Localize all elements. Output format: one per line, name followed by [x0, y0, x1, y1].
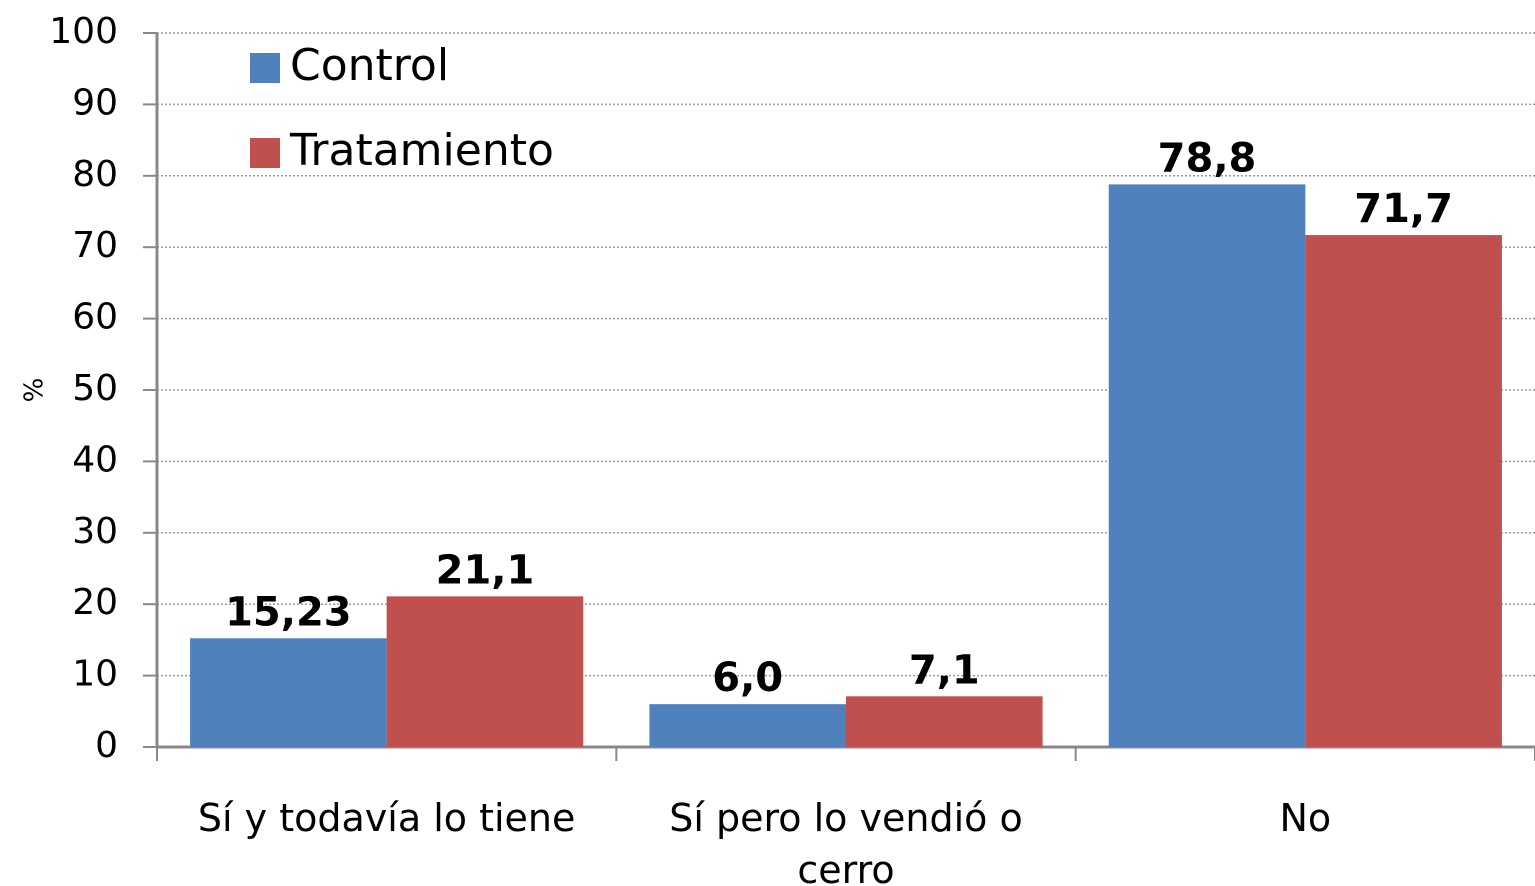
value-label: 78,8 [1158, 135, 1257, 181]
y-tick-label: 90 [72, 82, 118, 123]
value-label: 7,1 [909, 647, 980, 693]
y-tick-label: 30 [72, 511, 118, 552]
y-tick-label: 20 [72, 582, 118, 623]
y-tick-label: 0 [95, 725, 118, 766]
value-label: 15,23 [225, 589, 352, 635]
bar [846, 696, 1043, 747]
y-tick-label: 80 [72, 154, 118, 195]
value-label: 21,1 [436, 547, 535, 593]
x-tick-label: No [1279, 796, 1332, 840]
bar [386, 596, 584, 747]
y-axis-label: % [20, 378, 50, 403]
y-tick-label: 70 [72, 225, 118, 266]
y-tick-label: 10 [72, 654, 118, 695]
y-tick-label: 40 [72, 439, 118, 480]
legend-label: Tratamiento [289, 125, 554, 176]
bar [1305, 235, 1502, 747]
y-tick-label: 50 [72, 368, 118, 409]
legend-label: Control [290, 40, 449, 91]
x-tick-label: Sí pero lo vendió o cerro [669, 796, 1023, 886]
legend-swatch [250, 53, 280, 83]
y-tick-label: 60 [72, 297, 118, 338]
bar [649, 704, 846, 747]
bar [190, 638, 387, 747]
bar [1108, 184, 1306, 748]
legend-swatch [250, 138, 280, 168]
x-tick-label: Sí y todavía lo tiene [197, 796, 576, 840]
value-label: 71,7 [1354, 186, 1453, 232]
y-tick-label: 100 [49, 11, 118, 52]
value-label: 6,0 [712, 655, 783, 701]
